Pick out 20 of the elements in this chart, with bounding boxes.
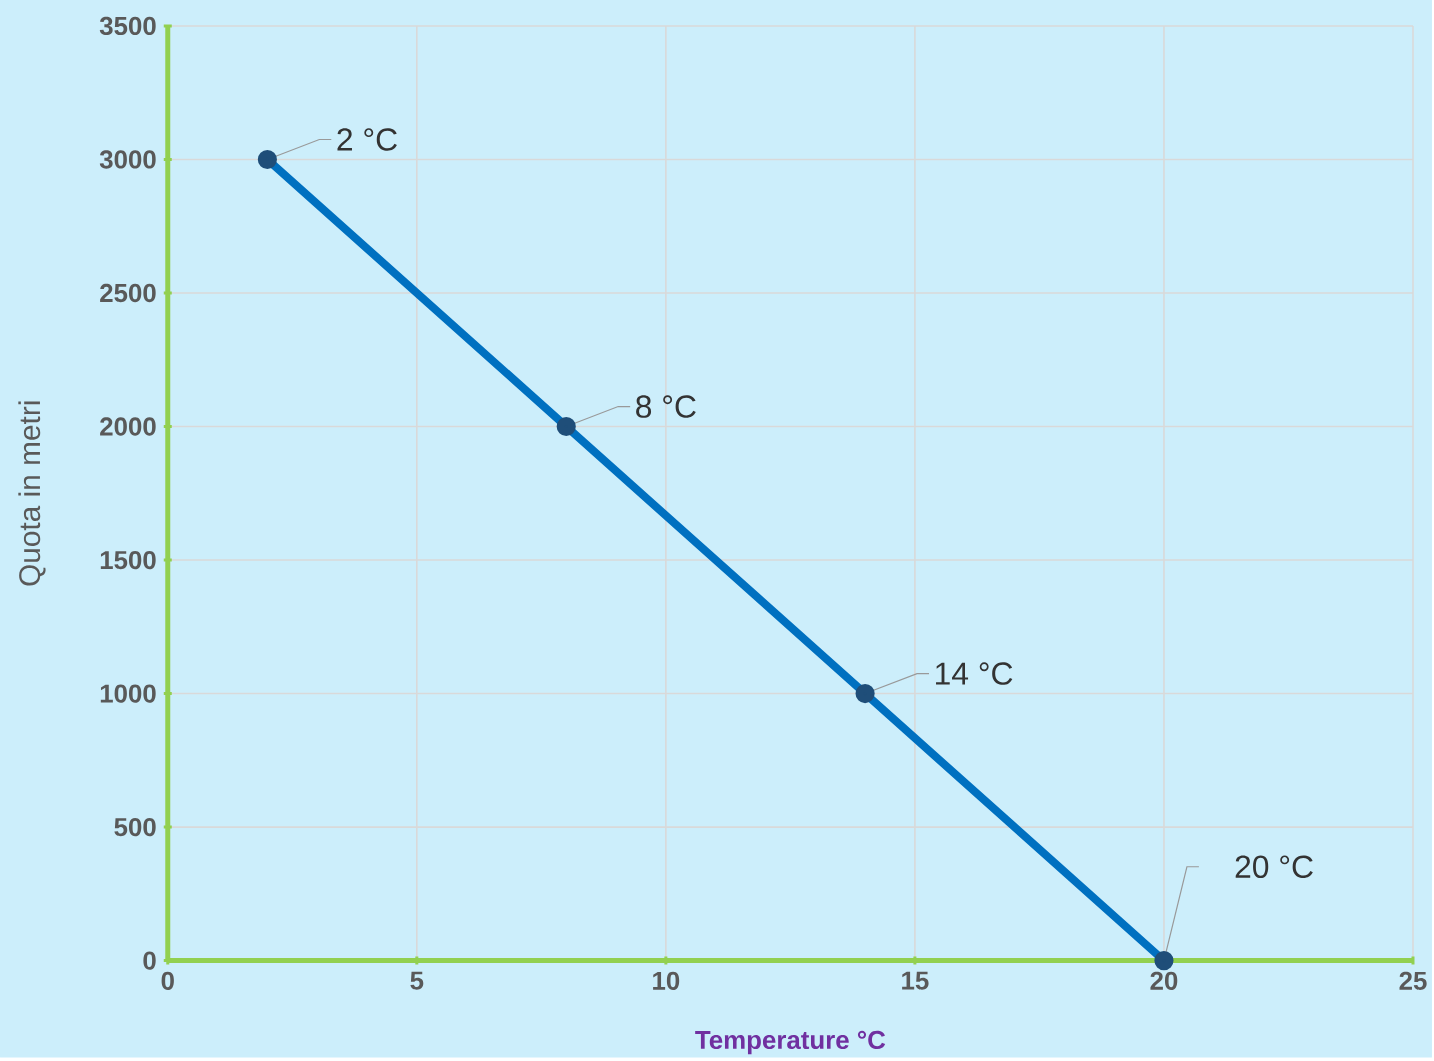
y-tick-label: 1500: [100, 550, 156, 570]
annotation: 8 °C: [636, 395, 696, 418]
annotation: 20 °C: [1235, 855, 1313, 879]
x-axis-title: Temperature °C: [695, 1030, 886, 1055]
y-tick-label: 2000: [100, 417, 156, 436]
y-tick-label: 2500: [100, 283, 156, 303]
annotation: 2 °C: [337, 128, 397, 151]
x-tick-label: 20: [1150, 971, 1178, 991]
x-tick-label: 10: [653, 971, 680, 991]
y-tick-label: 3500: [99, 16, 156, 36]
x-tick-label: 15: [902, 971, 929, 990]
y-tick-label: 500: [114, 818, 156, 837]
y-axis-title: Quota in metri: [18, 401, 46, 586]
annotation: 14 °C: [936, 662, 1013, 685]
x-tick-label: 0: [161, 971, 174, 991]
y-tick-label: 3000: [99, 150, 156, 169]
y-tick-label: 1000: [100, 684, 156, 703]
y-tick-label: 0: [143, 951, 156, 970]
x-tick-label: 25: [1399, 971, 1427, 991]
x-tick-label: 5: [410, 971, 424, 990]
